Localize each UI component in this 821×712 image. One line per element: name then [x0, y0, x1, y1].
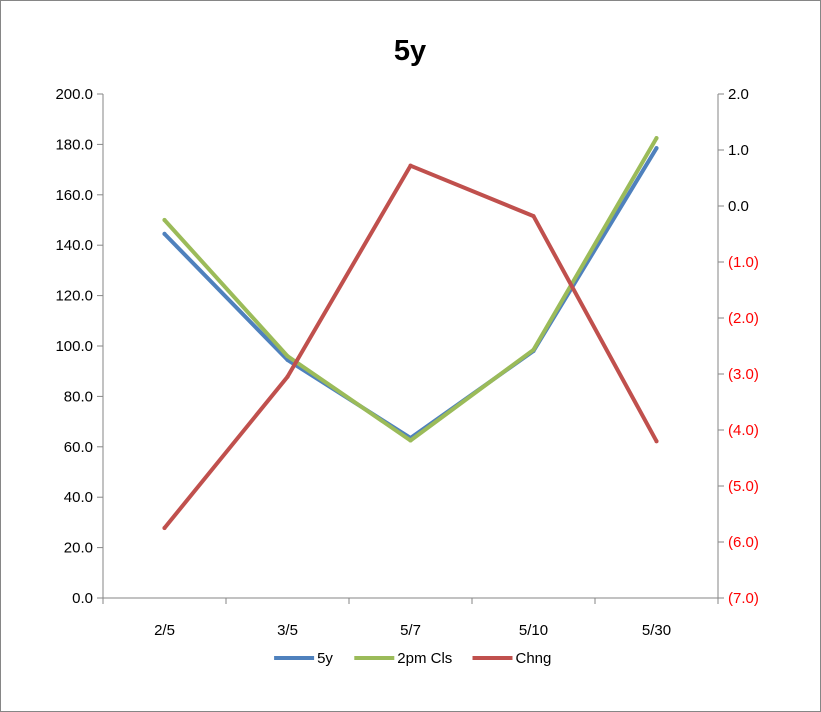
data-point: [654, 146, 659, 151]
right-tick-label: 1.0: [728, 142, 749, 159]
left-tick-label: 40.0: [64, 489, 93, 506]
data-point: [162, 526, 167, 530]
legend-label: Chng: [516, 650, 552, 667]
x-axis-ticks: 2/5 3/5 5/7 5/10 5/30: [102, 598, 719, 639]
left-tick-label: 100.0: [55, 338, 93, 355]
series-layer: [162, 136, 659, 530]
series-line-2pm-cls: [162, 136, 659, 443]
data-point: [654, 136, 659, 141]
chart-title: 5y: [394, 35, 426, 67]
series-line-chng: [162, 163, 659, 530]
left-tick-label: 200.0: [55, 86, 93, 103]
x-tick-label: 5/30: [642, 622, 671, 639]
data-point: [162, 231, 167, 236]
legend-label: 2pm Cls: [397, 650, 452, 667]
left-tick-label: 20.0: [64, 540, 93, 557]
left-tick-label: 80.0: [64, 388, 93, 405]
right-tick-label: (6.0): [728, 534, 759, 551]
x-tick-label: 5/7: [400, 622, 421, 639]
right-tick-label: (3.0): [728, 366, 759, 383]
data-point: [531, 214, 536, 219]
left-tick-label: 160.0: [55, 187, 93, 204]
left-tick-label: 120.0: [55, 288, 93, 305]
data-point: [531, 347, 536, 352]
x-tick-label: 5/10: [519, 622, 548, 639]
left-y-ticks: 0.0 20.0 40.0 60.0 80.0 100.0 120.0 140.0 160.0 1…: [55, 86, 103, 607]
left-tick-label: 140.0: [55, 237, 93, 254]
data-point: [285, 374, 290, 379]
left-tick-label: 0.0: [72, 590, 93, 607]
data-point: [162, 218, 167, 222]
right-tick-label: (4.0): [728, 422, 759, 439]
right-tick-label: (1.0): [728, 254, 759, 271]
right-y-ticks: (7.0) (6.0) (5.0) (4.0) (3.0) (2.0) (1.0) 0.0 1.…: [718, 86, 759, 607]
right-tick-label: 2.0: [728, 86, 749, 103]
x-tick-label: 3/5: [277, 622, 298, 639]
left-tick-label: 180.0: [55, 136, 93, 153]
right-tick-label: (5.0): [728, 478, 759, 495]
legend-label: 5y: [317, 650, 333, 667]
x-tick-label: 2/5: [154, 622, 175, 639]
right-tick-label: (7.0): [728, 590, 759, 607]
data-point: [654, 439, 659, 444]
series-line-5y: [162, 146, 659, 440]
right-tick-label: 0.0: [728, 198, 749, 215]
legend: 5y 2pm Cls Chng: [274, 650, 551, 667]
left-tick-label: 60.0: [64, 439, 93, 456]
right-tick-label: (2.0): [728, 310, 759, 327]
data-point: [408, 438, 413, 443]
data-point: [408, 163, 413, 168]
data-point: [285, 354, 290, 359]
